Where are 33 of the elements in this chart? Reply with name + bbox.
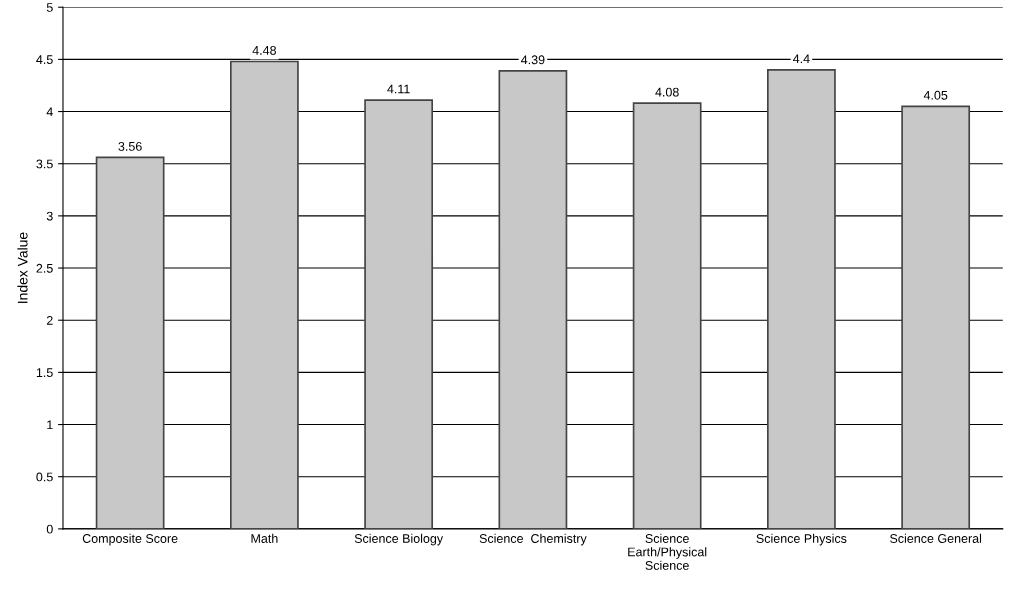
data-label: 4.08 [655, 87, 679, 97]
bar [95, 156, 165, 529]
data-label: 4.48 [252, 45, 276, 55]
bar [901, 105, 971, 529]
data-label: 4.11 [387, 84, 410, 94]
bar [632, 102, 702, 529]
bar [767, 68, 836, 529]
x-tick-label: Science General [890, 533, 982, 543]
x-tick-label: Composite Score [82, 533, 178, 546]
x-tick-label: Science Chemistry [479, 533, 587, 546]
data-label: 4.39 [521, 55, 545, 65]
y-tick-label: 0.5 [36, 472, 53, 482]
bar [498, 70, 568, 529]
y-tick-label: 4.5 [36, 55, 53, 65]
data-label: 3.56 [118, 141, 142, 151]
bar [229, 60, 299, 529]
y-tick-label: 3 [46, 211, 53, 221]
y-tick-label: 1 [47, 420, 53, 430]
y-tick-label: 2 [46, 316, 53, 325]
data-label: 4.05 [923, 90, 948, 100]
y-tick-label: 2.5 [36, 263, 53, 273]
x-tick-label: Math [251, 533, 278, 543]
y-tick-label: 1.5 [36, 368, 53, 378]
y-tick-label: 5 [46, 3, 53, 12]
bar [364, 99, 434, 529]
y-axis-title: Index Value [17, 232, 28, 303]
y-tick-label: 3.5 [36, 159, 53, 169]
x-tick-label: Science Physics [756, 533, 847, 546]
x-tick-label: Science Biology [354, 533, 444, 546]
y-tick-label: 4 [46, 107, 53, 117]
y-tick-label: 0 [46, 524, 53, 534]
data-label: 4.4 [793, 54, 810, 64]
x-tick-label: Science Earth/Physical Science [628, 533, 707, 570]
